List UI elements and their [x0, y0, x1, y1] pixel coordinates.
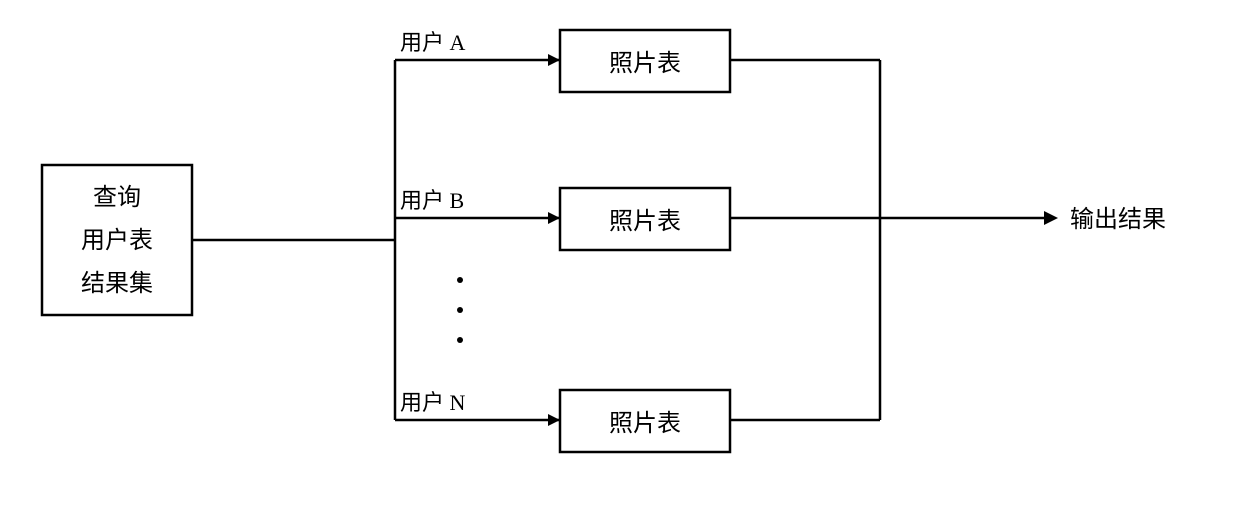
photo-box-3-label: 照片表 [609, 410, 681, 437]
branch-3-label: 用户 N [400, 390, 466, 415]
branch-1-arrowhead [548, 54, 560, 66]
branch-2-arrowhead [548, 212, 560, 224]
flowchart-canvas: 查询 用户表 结果集 用户 A 用户 B 用户 N 照片表 照片表 照片表 输 [0, 0, 1239, 515]
photo-node-3: 照片表 [560, 390, 730, 452]
output-arrowhead [1044, 211, 1058, 225]
source-line-3: 结果集 [81, 270, 153, 297]
source-node: 查询 用户表 结果集 [42, 165, 192, 315]
photo-node-2: 照片表 [560, 188, 730, 250]
photo-box-2-label: 照片表 [609, 208, 681, 235]
output-label: 输出结果 [1070, 206, 1166, 233]
branch-1-label: 用户 A [400, 30, 466, 55]
ellipsis-dot-3 [457, 337, 463, 343]
source-line-1: 查询 [93, 184, 141, 211]
ellipsis-dot-1 [457, 277, 463, 283]
ellipsis-dot-2 [457, 307, 463, 313]
photo-box-1-label: 照片表 [609, 50, 681, 77]
source-line-2: 用户表 [81, 227, 153, 254]
branch-2-label: 用户 B [400, 188, 464, 213]
photo-node-1: 照片表 [560, 30, 730, 92]
branch-3-arrowhead [548, 414, 560, 426]
